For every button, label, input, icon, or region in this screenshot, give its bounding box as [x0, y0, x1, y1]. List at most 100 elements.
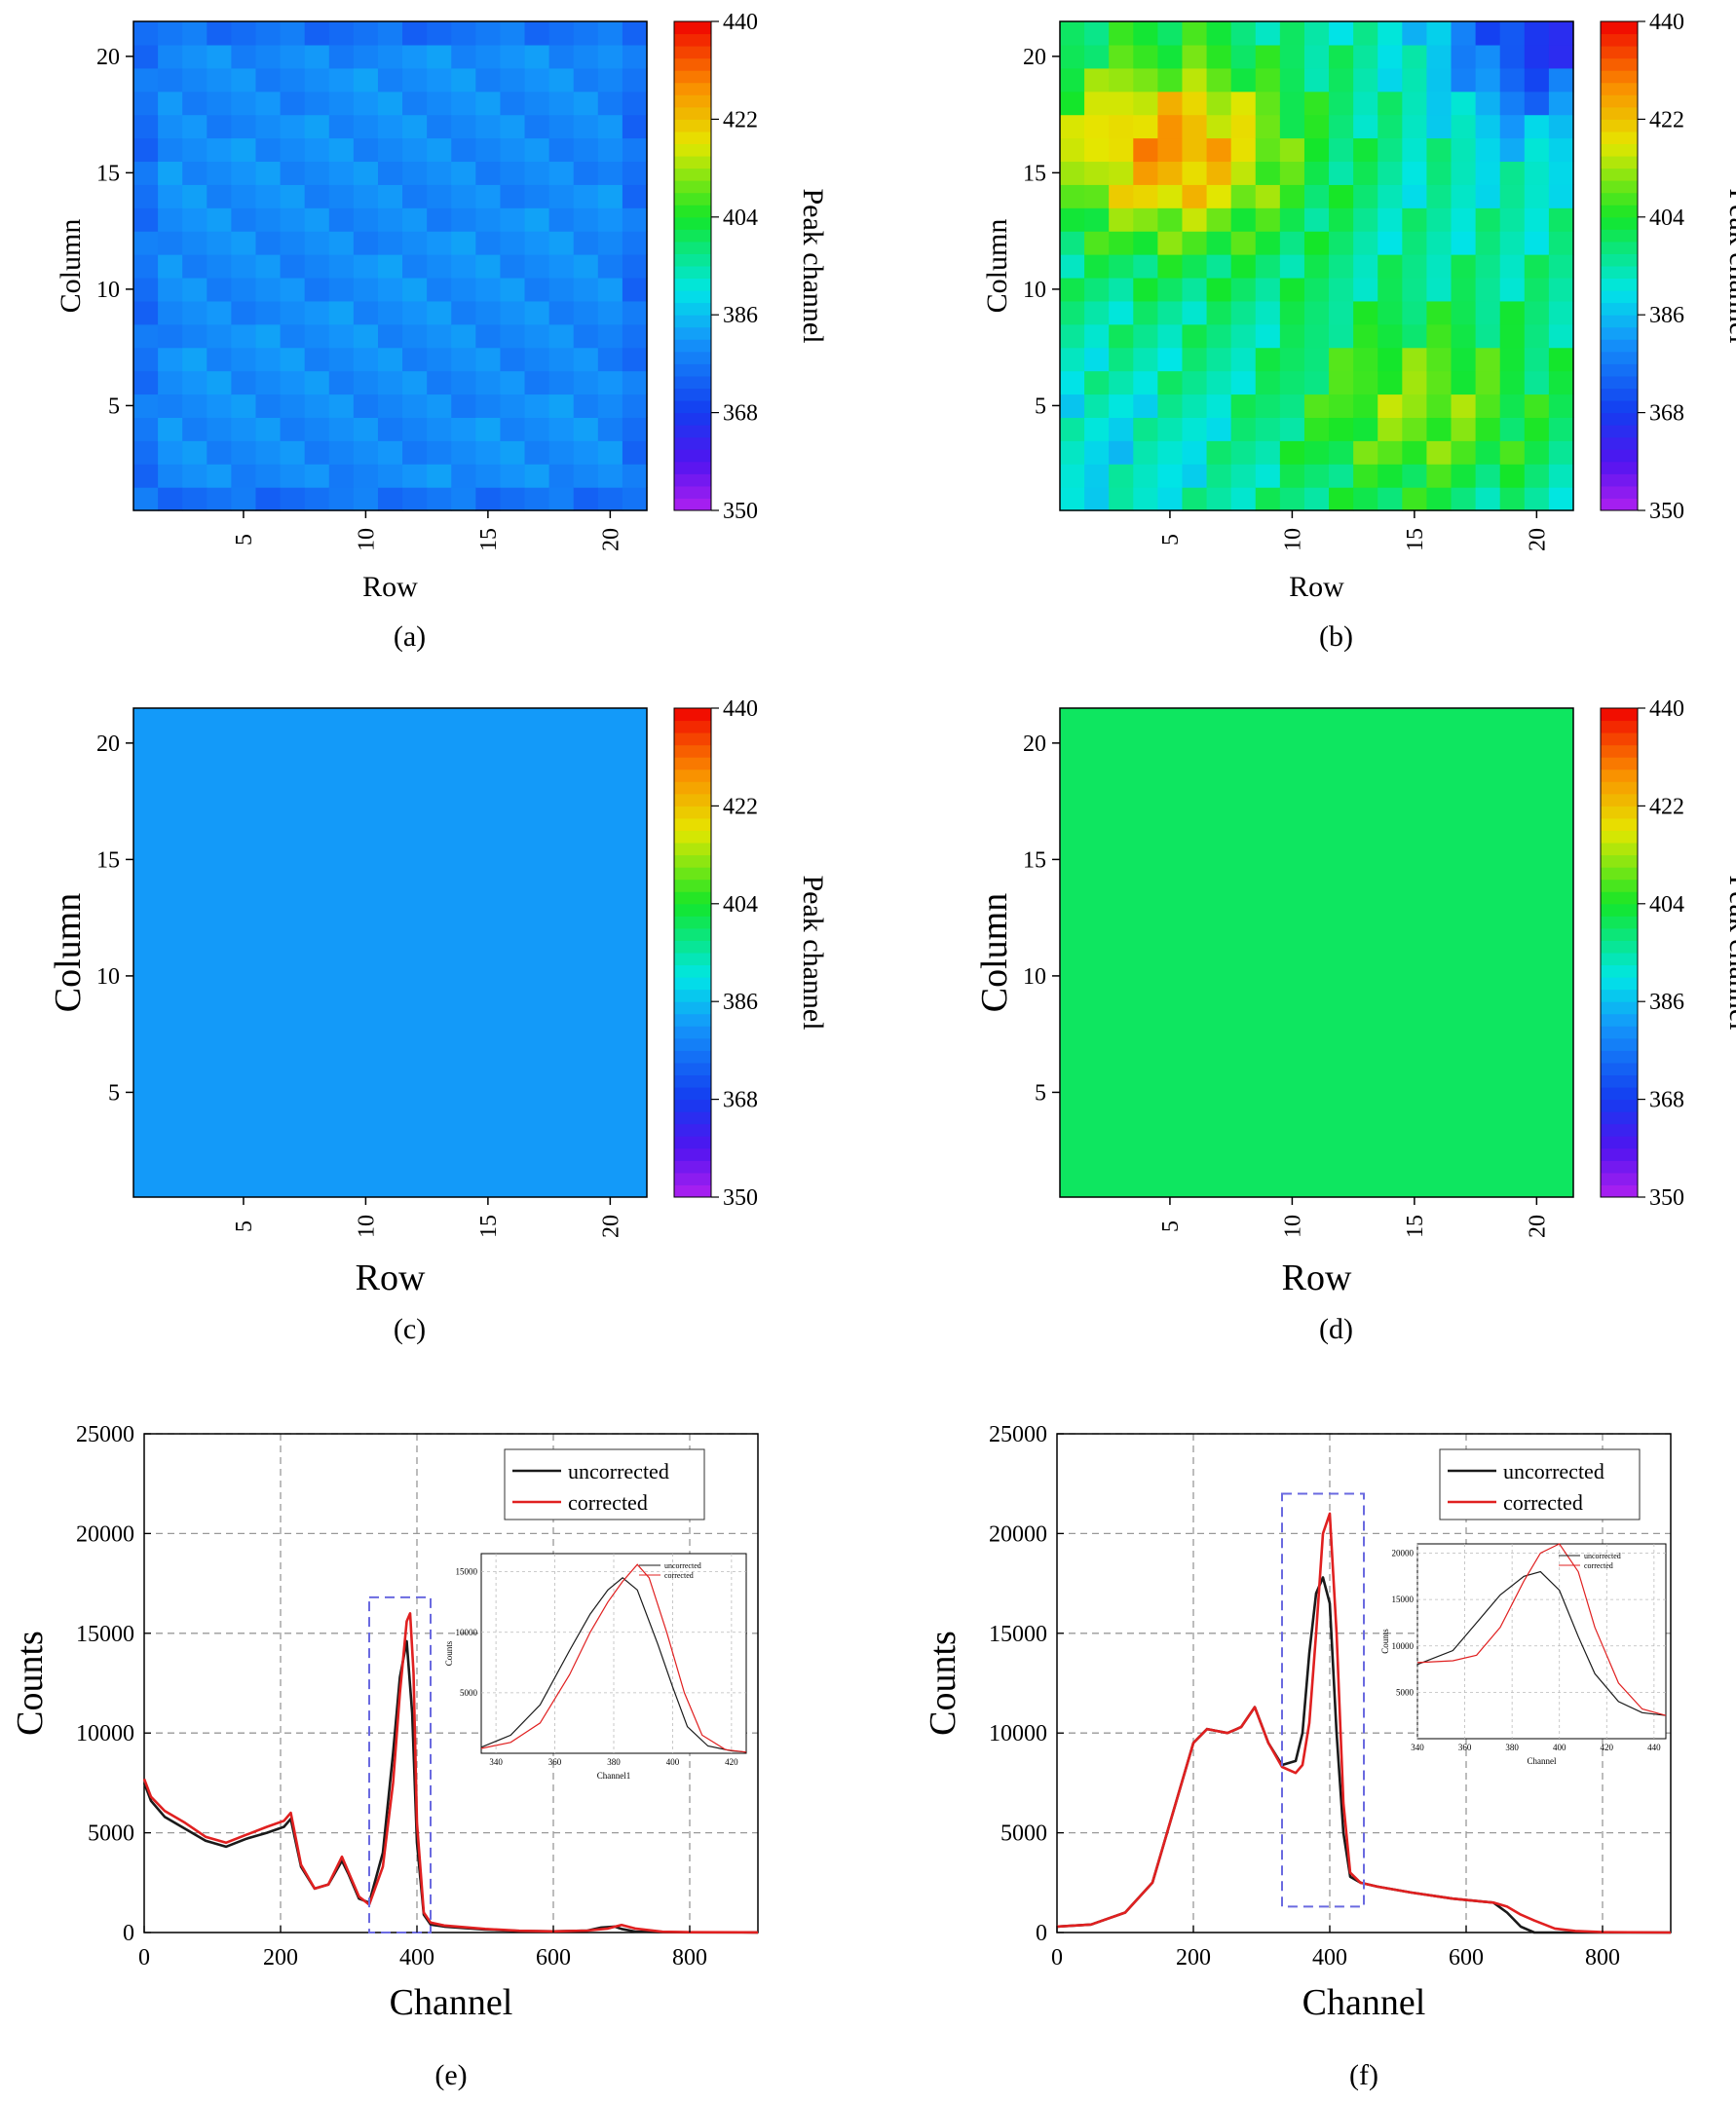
heatmap-cell [207, 184, 232, 208]
heatmap-cell [1548, 91, 1574, 116]
heatmap-cell [597, 137, 623, 163]
colorbar-frame [673, 707, 712, 1198]
heatmap-cell [133, 231, 159, 255]
heatmap-cell [573, 394, 599, 418]
heatmap-cell [1377, 417, 1403, 441]
colorbar-tick-label: 386 [723, 990, 758, 1015]
colorbar-segment [1601, 461, 1638, 474]
heatmap-cell [255, 487, 282, 511]
colorbar-segment [674, 70, 711, 84]
heatmap-cell [182, 137, 208, 163]
heatmap-cell [158, 464, 183, 488]
heatmap-cell [500, 21, 526, 46]
heatmap-cell [1133, 207, 1158, 232]
heatmap-cell [207, 487, 232, 511]
heatmap-cell [597, 184, 623, 208]
y-tick-label: 15000 [989, 1622, 1047, 1647]
heatmap-cell [1548, 161, 1574, 185]
heatmap-cell [1329, 417, 1354, 441]
heatmap-cell [1426, 67, 1453, 93]
heatmap-cell [402, 487, 428, 511]
heatmap-cell [573, 347, 599, 372]
colorbar-segment [1601, 1062, 1638, 1075]
heatmap-cell [548, 21, 575, 46]
colorbar-segment [1601, 1099, 1638, 1112]
heatmap-cell [133, 67, 159, 93]
heatmap-cell [1548, 114, 1574, 139]
heatmap-cell [1402, 137, 1428, 163]
heatmap-cell [1230, 394, 1257, 418]
heatmap-cell [1279, 300, 1305, 325]
heatmap-cell [451, 394, 476, 418]
heatmap-cell [280, 161, 306, 185]
colorbar-segment [674, 720, 711, 733]
inset-y-tick-label: 15000 [456, 1567, 478, 1577]
heatmap-cell [1303, 370, 1330, 395]
heatmap-cell [158, 114, 183, 139]
heatmap-cell [1329, 91, 1354, 116]
heatmap-cell [427, 300, 452, 325]
heatmap-cell [255, 370, 282, 395]
heatmap-cell [182, 440, 208, 465]
heatmap-cell [1109, 347, 1134, 372]
heatmap-cell [1133, 184, 1158, 208]
heatmap-cell [1084, 487, 1110, 511]
heatmap-cell [597, 114, 623, 139]
heatmap-cell [1499, 323, 1526, 349]
heatmap-cell [1182, 417, 1208, 441]
heatmap-cell [475, 254, 502, 279]
colorbar-segment [674, 744, 711, 758]
heatmap-cell [1230, 347, 1257, 372]
inset-series-corrected [1416, 1543, 1667, 1716]
series-line-corrected [142, 1612, 759, 1934]
x-tick-label: 15 [1403, 528, 1428, 551]
colorbar-segment [674, 131, 711, 144]
colorbar-segment [674, 1087, 711, 1101]
colorbar-tick-label: 350 [723, 1185, 758, 1211]
inset-series-uncorrected [1416, 1570, 1667, 1716]
heatmap-cell [1133, 487, 1158, 511]
heatmap-cell [524, 347, 550, 372]
heatmap-cell [133, 207, 159, 232]
heatmap-cell [1182, 440, 1208, 465]
heatmap-cell [1157, 67, 1184, 93]
heatmap-cell [1255, 137, 1281, 163]
heatmap-cell [1499, 114, 1526, 139]
colorbar-tick-label: 404 [723, 206, 758, 231]
heatmap-cell [353, 300, 379, 325]
heatmap-cell [1524, 231, 1550, 255]
heatmap-cell [1279, 323, 1305, 349]
heatmap-cell [1303, 254, 1330, 279]
heatmap-cell [622, 394, 648, 418]
heatmap-cell [500, 394, 526, 418]
heatmap-cell [1451, 487, 1477, 511]
x-axis-label: Row [356, 1257, 426, 1298]
heatmap-cell [1475, 440, 1501, 465]
heatmap-cell [622, 254, 648, 279]
heatmap-cell [1230, 323, 1257, 349]
heatmap-cell [548, 231, 575, 255]
heatmap-cell [353, 254, 379, 279]
heatmap-cell [402, 394, 428, 418]
heatmap-cell [427, 91, 452, 116]
heatmap-cell [1329, 161, 1354, 185]
heatmap-cell [353, 91, 379, 116]
heatmap-cell [451, 417, 476, 441]
heatmap-cell [304, 347, 330, 372]
heatmap-cell [548, 44, 575, 69]
heatmap-cell [622, 67, 648, 93]
heatmap-cell [1426, 91, 1453, 116]
y-tick-label: 5000 [88, 1821, 134, 1847]
heatmap-cell [1402, 300, 1428, 325]
heatmap-cell [1279, 347, 1305, 372]
heatmap-cell [573, 44, 599, 69]
heatmap-cell [1303, 231, 1330, 255]
colorbar-segment [1601, 891, 1638, 905]
heatmap-cell [451, 277, 476, 302]
heatmap-cell [207, 67, 232, 93]
heatmap-cell [1475, 21, 1501, 46]
heatmap-cell [304, 231, 330, 255]
heatmap-cell [1230, 44, 1257, 69]
colorbar-segment [1601, 229, 1638, 243]
colorbar-segment [1601, 1136, 1638, 1149]
